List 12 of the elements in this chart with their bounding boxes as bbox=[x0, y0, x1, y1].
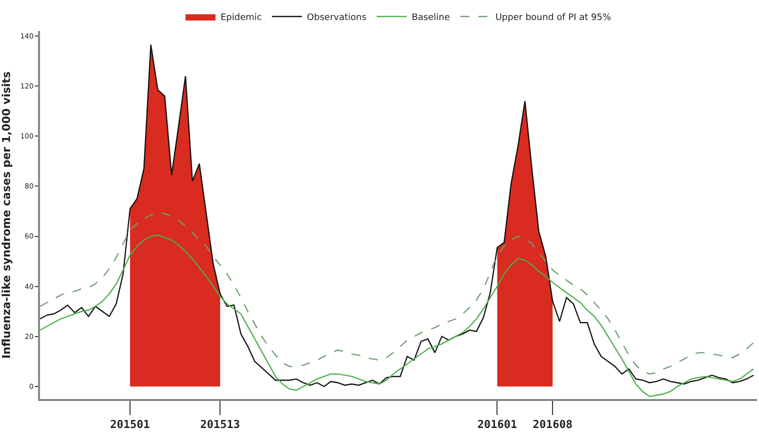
legend-label: Epidemic bbox=[220, 13, 262, 24]
line-series bbox=[40, 234, 754, 398]
x-tick-label: 201608 bbox=[532, 418, 573, 432]
x-tick-label: 201601 bbox=[477, 418, 518, 432]
legend-label: Baseline bbox=[412, 13, 450, 24]
legend-label: Upper bound of PI at 95% bbox=[495, 13, 612, 24]
y-axis-title: Influenza-like syndrome cases per 1,000 visits bbox=[0, 70, 13, 359]
line-series bbox=[40, 44, 754, 388]
x-tick-label: 201501 bbox=[110, 418, 150, 432]
legend-label: Observations bbox=[306, 13, 367, 24]
line-series bbox=[40, 212, 754, 375]
x-tick-label: 201513 bbox=[200, 418, 240, 432]
